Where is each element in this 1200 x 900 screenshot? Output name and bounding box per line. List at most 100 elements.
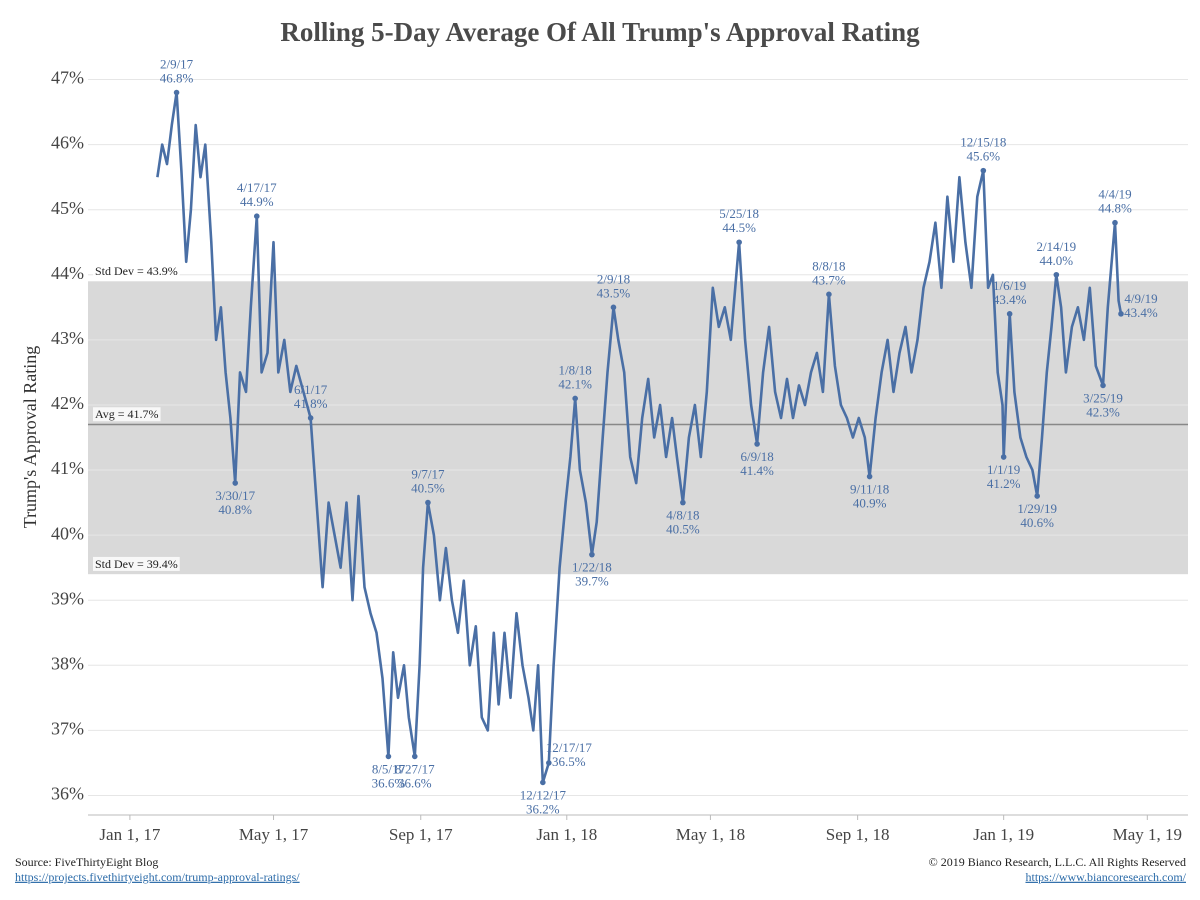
reference-label-bg (93, 264, 180, 279)
copyright: © 2019 Bianco Research, L.L.C. All Right… (929, 855, 1186, 869)
y-tick-label: 45% (51, 198, 84, 218)
annotation-date: 5/25/18 (719, 206, 759, 221)
annotation-value: 41.2% (987, 476, 1021, 491)
annotation-value: 44.0% (1040, 253, 1074, 268)
annotation-date: 8/5/17 (372, 761, 406, 776)
annotation-date: 4/9/19 (1124, 291, 1157, 306)
annotation-value: 40.6% (1020, 515, 1054, 530)
annotation-value: 36.6% (372, 775, 406, 790)
annotation-date: 1/22/18 (572, 560, 612, 575)
annotation-date: 9/7/17 (411, 467, 445, 482)
annotation-value: 44.5% (722, 220, 756, 235)
std-dev-band (88, 281, 1188, 575)
annotation-value: 46.8% (160, 71, 194, 86)
annotation-dot (1034, 493, 1040, 499)
annotation-dot (754, 441, 760, 447)
annotation-date: 8/8/18 (812, 258, 845, 273)
annotation-date: 1/8/18 (559, 362, 592, 377)
y-axis-title: Trump's Approval Rating (20, 346, 40, 529)
source-url[interactable]: https://projects.fivethirtyeight.com/tru… (15, 870, 300, 884)
annotation-dot (866, 473, 873, 480)
annotation-date: 2/9/17 (160, 57, 194, 72)
y-tick-label: 38% (51, 653, 84, 673)
y-tick-label: 46% (51, 133, 84, 153)
annotation-value: 43.4% (1124, 305, 1158, 320)
annotation-date: 9/11/18 (850, 482, 889, 497)
source: Source: FiveThirtyEight Blog (15, 855, 158, 869)
annotation-dot (425, 499, 431, 506)
annotation-date: 12/17/17 (546, 740, 593, 755)
annotation-dot (546, 760, 552, 766)
copyright-url[interactable]: https://www.biancoresearch.com/ (1025, 870, 1186, 884)
annotation-dot (173, 89, 180, 96)
x-tick-label: Jan 1, 17 (99, 825, 160, 844)
reference-label-bg (93, 407, 161, 422)
y-tick-label: 43% (51, 328, 84, 348)
reference-label: Std Dev = 39.4% (95, 557, 178, 571)
annotation-dot (680, 499, 686, 506)
annotation-dot (980, 167, 987, 174)
x-tick-label: Jan 1, 19 (973, 825, 1034, 844)
annotation-date: 1/29/19 (1017, 501, 1057, 516)
y-tick-label: 41% (51, 458, 84, 478)
y-tick-label: 39% (51, 588, 84, 608)
y-tick-label: 47% (51, 68, 84, 88)
annotation-dot (540, 779, 546, 786)
annotation-value: 40.5% (411, 481, 445, 496)
y-tick-label: 40% (51, 523, 84, 543)
x-tick-label: Sep 1, 17 (389, 825, 453, 844)
annotation-dot (1006, 311, 1013, 317)
annotation-date: 2/14/19 (1036, 239, 1076, 254)
annotation-dot (307, 415, 314, 421)
reference-label: Avg = 41.7% (95, 407, 159, 421)
annotation-dot (1100, 382, 1106, 389)
annotation-date: 3/25/19 (1083, 390, 1123, 405)
annotation-value: 43.5% (597, 285, 631, 300)
annotation-value: 39.7% (575, 574, 609, 589)
annotation-dot (253, 213, 260, 220)
annotation-date: 4/8/18 (666, 508, 699, 523)
x-tick-label: May 1, 19 (1113, 825, 1182, 844)
y-tick-label: 42% (51, 393, 84, 413)
reference-label: Std Dev = 43.9% (95, 264, 178, 278)
annotation-dot (1000, 454, 1007, 460)
annotation-dot (411, 753, 418, 760)
annotation-value: 45.6% (967, 149, 1001, 164)
annotation-value: 41.4% (740, 463, 774, 478)
annotation-dot (572, 395, 578, 402)
annotation-value: 36.6% (398, 775, 432, 790)
annotation-value: 40.8% (218, 502, 252, 517)
annotation-date: 4/17/17 (237, 180, 277, 195)
annotation-dot (589, 551, 595, 558)
reference-label-bg (93, 556, 180, 571)
annotation-value: 44.9% (240, 194, 274, 209)
annotation-value: 42.1% (558, 376, 592, 391)
annotation-dot (826, 291, 832, 298)
annotation-value: 44.8% (1098, 201, 1132, 216)
annotation-dot (736, 239, 742, 246)
x-tick-label: Jan 1, 18 (536, 825, 597, 844)
annotation-value: 43.4% (993, 292, 1027, 307)
annotation-dot (1118, 311, 1124, 317)
annotation-date: 12/15/18 (960, 135, 1006, 150)
y-tick-label: 36% (51, 784, 84, 804)
annotation-dot (385, 753, 392, 760)
annotation-value: 40.5% (666, 522, 700, 537)
annotation-value: 43.7% (812, 272, 846, 287)
annotation-date: 6/9/18 (740, 449, 773, 464)
x-tick-label: May 1, 18 (676, 825, 745, 844)
annotation-value: 36.2% (526, 801, 560, 816)
y-tick-label: 37% (51, 719, 84, 739)
annotation-date: 2/9/18 (597, 271, 630, 286)
annotation-date: 4/4/19 (1098, 187, 1131, 202)
annotation-date: 3/30/17 (215, 488, 255, 503)
annotation-date: 12/12/17 (520, 787, 567, 802)
chart-title: Rolling 5-Day Average Of All Trump's App… (280, 17, 920, 47)
annotation-value: 42.3% (1086, 404, 1120, 419)
x-tick-label: Sep 1, 18 (826, 825, 890, 844)
annotation-date: 8/27/17 (395, 761, 435, 776)
annotation-date: 1/6/19 (993, 278, 1026, 293)
annotation-value: 41.8% (294, 396, 328, 411)
x-tick-label: May 1, 17 (239, 825, 309, 844)
